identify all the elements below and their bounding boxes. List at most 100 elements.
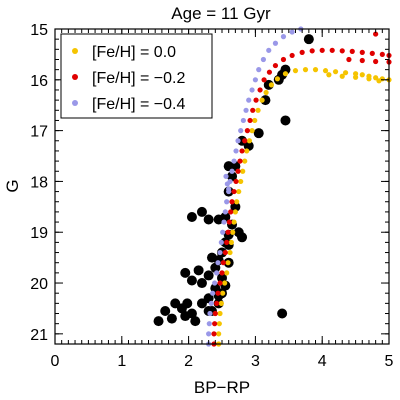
observed-star-point: [166, 313, 177, 324]
legend-label: [Fe/H] = −0.4: [92, 96, 185, 113]
isochrone-point-series-1: [225, 229, 231, 235]
isochrone-point-series-1: [212, 310, 218, 317]
isochrone-point-series-1: [339, 48, 345, 54]
isochrone-point-series-0: [326, 72, 332, 78]
observed-star-point: [196, 206, 207, 217]
isochrone-point-series-0: [216, 321, 222, 327]
observed-star-point: [160, 305, 171, 316]
isochrone-point-series-1: [349, 48, 355, 54]
isochrone-point-series-1: [222, 249, 228, 256]
isochrone-point-series-1: [224, 239, 230, 245]
isochrone-point-series-1: [289, 52, 295, 59]
isochrone-point-series-1: [247, 117, 253, 124]
isochrone-point-series-2: [220, 229, 226, 235]
isochrone-point-series-0: [224, 270, 230, 276]
isochrone-point-series-0: [238, 178, 244, 185]
data-markers: [153, 26, 392, 347]
observed-star-point: [280, 64, 291, 75]
observed-star-point: [303, 34, 314, 45]
isochrone-point-series-1: [373, 58, 379, 65]
axis-ticks: 0 1 2 3 4 5 15 16 17 18 19 20 21: [30, 22, 393, 370]
isochrone-point-series-0: [259, 97, 265, 103]
isochrone-point-series-1: [299, 49, 305, 55]
y-axis-label: G: [3, 179, 22, 192]
isochrone-point-series-0: [231, 219, 237, 225]
isochrone-point-series-1: [257, 87, 263, 93]
isochrone-point-series-0: [312, 67, 319, 73]
isochrone-point-series-1: [220, 260, 226, 266]
isochrone-point-series-0: [240, 168, 246, 174]
isochrone-point-series-1: [217, 280, 223, 286]
isochrone-point-series-1: [346, 56, 352, 63]
isochrone-point-series-0: [244, 148, 250, 154]
isochrone-point-series-2: [260, 56, 267, 63]
isochrone-point-series-0: [339, 73, 345, 79]
isochrone-point-series-1: [228, 209, 234, 215]
isochrone-point-series-2: [218, 239, 224, 245]
isochrone-point-series-0: [302, 67, 309, 73]
observed-star-point: [230, 201, 241, 212]
isochrone-point-series-2: [266, 47, 272, 53]
isochrone-point-series-2: [249, 87, 255, 93]
isochrone-point-series-2: [235, 138, 241, 144]
observed-star-point: [203, 270, 214, 281]
observed-star-point: [196, 278, 207, 289]
isochrone-point-series-1: [359, 49, 365, 55]
legend-label: [Fe/H] = −0.2: [92, 70, 185, 87]
isochrone-point-series-1: [359, 57, 365, 64]
observed-star-point: [190, 316, 201, 327]
isochrone-point-series-0: [220, 290, 226, 296]
isochrone-point-series-2: [206, 321, 212, 327]
isochrone-point-series-1: [266, 69, 273, 75]
legend-marker: [72, 48, 78, 54]
isochrone-point-series-2: [226, 186, 232, 192]
x-tick-label: 1: [117, 353, 126, 370]
observed-star-point: [227, 171, 238, 182]
observed-star-point: [193, 265, 204, 276]
observed-star-point: [180, 267, 191, 278]
isochrone-point-series-0: [376, 78, 382, 84]
isochrone-point-series-2: [223, 173, 229, 179]
isochrone-point-series-2: [246, 97, 252, 103]
isochrone-point-series-1: [231, 188, 237, 195]
x-tick-label: 3: [251, 353, 260, 370]
isochrone-point-series-0: [342, 70, 349, 76]
isochrone-point-series-0: [322, 68, 329, 74]
isochrone-point-series-1: [215, 290, 221, 296]
y-tick-label: 16: [30, 73, 48, 90]
x-axis-label: BP−RP: [194, 378, 250, 397]
x-tick-label: 0: [51, 353, 60, 370]
isochrone-point-series-1: [233, 178, 239, 185]
isochrone-point-series-0: [236, 188, 242, 195]
observed-star-point: [260, 95, 271, 106]
isochrone-point-series-0: [246, 138, 252, 144]
isochrone-point-series-2: [280, 34, 287, 40]
isochrone-point-series-0: [227, 249, 233, 256]
isochrone-point-series-2: [231, 158, 237, 164]
isochrone-point-series-1: [226, 219, 232, 225]
isochrone-point-series-0: [252, 117, 258, 124]
isochrone-point-series-2: [215, 260, 221, 266]
isochrone-point-series-0: [234, 199, 240, 205]
isochrone-point-series-2: [214, 270, 220, 276]
isochrone-point-series-2: [224, 199, 230, 205]
observed-star-point: [213, 214, 224, 225]
isochrone-point-series-2: [217, 249, 223, 256]
isochrone-point-series-1: [319, 47, 325, 53]
isochrone-point-series-2: [272, 40, 279, 46]
isochrone-point-series-2: [222, 209, 228, 215]
isochrone-point-series-0: [222, 280, 228, 286]
observed-star-point: [186, 275, 197, 286]
isochrone-point-series-0: [353, 74, 359, 80]
isochrone-point-series-1: [244, 128, 250, 134]
isochrone-point-series-2: [224, 181, 230, 187]
isochrone-point-series-2: [207, 310, 213, 317]
isochrone-point-series-1: [235, 168, 241, 174]
isochrone-point-series-1: [329, 47, 335, 53]
isochrone-point-series-2: [221, 219, 227, 225]
isochrone-point-series-0: [249, 128, 255, 134]
isochrone-point-series-2: [210, 290, 216, 296]
isochrone-point-series-1: [379, 51, 385, 58]
isochrone-point-series-1: [214, 300, 220, 306]
